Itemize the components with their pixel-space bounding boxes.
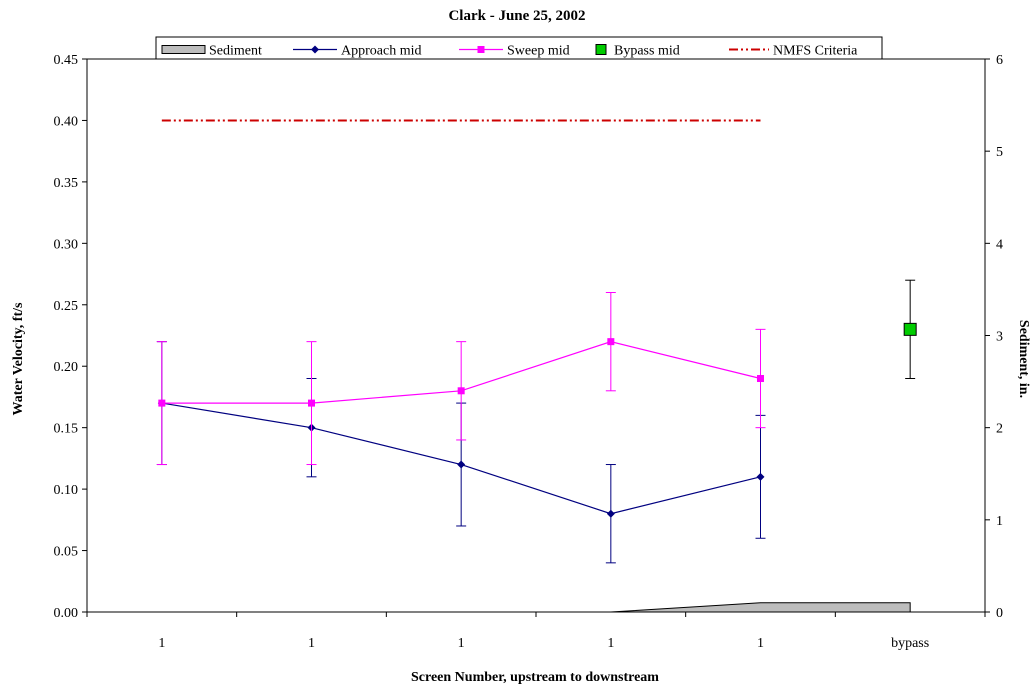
y2-tick-label: 1 [996,514,1003,529]
y-tick-label: 0.30 [54,237,79,252]
legend-bypass-mid-label: Bypass mid [614,44,680,59]
plot-area: 0.00 0.05 0.10 0.15 0.20 0.25 0.30 0.35 0.40 0.45… [54,53,1004,651]
legend-approach-mid-label: Approach mid [341,44,421,59]
plot-frame [86,58,986,613]
x-tick-label: 1 [458,636,465,651]
legend-sediment-swatch [161,45,206,54]
y-tick-label: 0.45 [54,53,79,68]
y2-tick-label: 3 [996,330,1003,345]
sweep-mid-point [607,338,615,346]
approach-mid-point [756,472,765,481]
legend-sweep-mid-label: Sweep mid [507,44,570,59]
sweep-mid-point [158,399,166,407]
x-tick-label: 1 [607,636,614,651]
y2-tick-label: 4 [996,237,1003,252]
y-axis-title: Water Velocity, ft/s [11,302,26,415]
y2-tick-label: 5 [996,145,1003,160]
y2-tick-label: 2 [996,422,1003,437]
sweep-mid-point [308,399,315,407]
y-tick-label: 0.00 [54,606,79,621]
x-tick-label: 1 [308,636,315,651]
y2-tick-label: 6 [996,53,1003,68]
legend-sweep-mid-marker [477,46,485,53]
x-axis-title: Screen Number, upstream to downstream [411,670,659,685]
approach-mid-point [606,509,615,518]
y-tick-label: 0.40 [54,114,79,129]
y-tick-label: 0.05 [54,545,79,560]
legend: Sediment Approach mid Sweep mid Bypass mid N… [155,36,883,63]
legend-sediment-label: Sediment [209,44,262,59]
approach-mid-point [457,460,466,469]
y2-tick-label: 0 [996,606,1003,621]
sweep-mid-point [757,375,764,383]
y-tick-label: 0.15 [54,422,79,437]
x-tick-label: 1 [158,636,165,651]
y-tick-label: 0.10 [54,483,79,498]
sweep-mid-point [457,387,465,395]
y-tick-label: 0.25 [54,299,79,314]
y2-axis-title: Sediment, in. [1016,320,1031,398]
x-tick-label: 1 [757,636,764,651]
sediment-area [161,602,911,613]
legend-approach-mid-marker [311,45,319,54]
legend-box [155,36,883,63]
chart-title: Clark - June 25, 2002 [448,8,585,24]
bypass-mid-point [903,322,917,336]
legend-nmfs-criteria-label: NMFS Criteria [773,44,858,59]
x-tick-label: bypass [891,636,929,651]
legend-bypass-mid-swatch [595,44,607,55]
y-tick-label: 0.35 [54,176,79,191]
y-tick-label: 0.20 [54,360,79,375]
